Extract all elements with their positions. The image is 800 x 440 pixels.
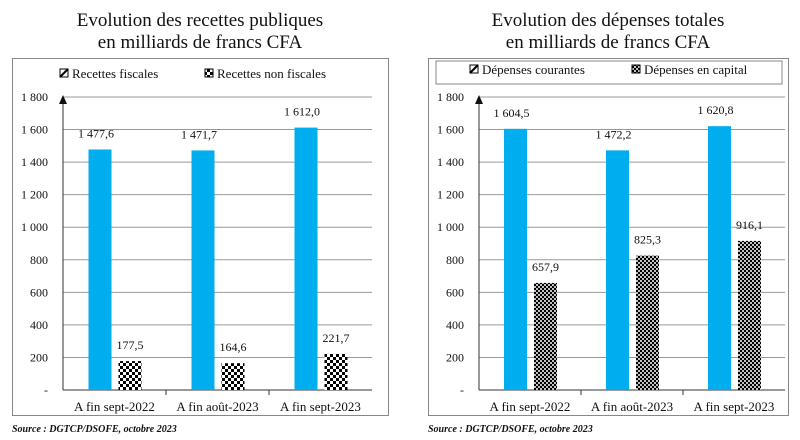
left-ytick-label: 800 [30, 253, 48, 267]
right-data-label: 1 472,2 [596, 127, 632, 141]
left-bar-secondary [221, 363, 245, 390]
right-category-label: A fin août-2023 [591, 399, 673, 414]
left-chart-frame [12, 58, 389, 416]
right-bar-primary [504, 128, 527, 390]
right-ytick-label: 800 [446, 253, 464, 267]
left-bar-primary [191, 150, 215, 390]
left-data-label: 164,6 [220, 340, 247, 354]
left-data-label: 1 612,0 [284, 105, 320, 119]
right-bar-primary [708, 126, 731, 391]
right-category-label: A fin sept-2022 [490, 399, 571, 414]
right-ytick-label: 1 000 [437, 220, 464, 234]
left-data-label: 221,7 [323, 331, 350, 345]
right-bar-secondary [534, 282, 557, 390]
left-bar-primary [294, 127, 318, 390]
left-ytick-label: 1 000 [21, 220, 48, 234]
right-legend-label: Dépenses courantes [482, 62, 585, 77]
left-category-label: A fin sept-2023 [280, 399, 361, 414]
right-legend-box [435, 60, 783, 85]
left-ytick-label: 1 800 [21, 90, 48, 104]
right-ytick-label: 400 [446, 318, 464, 332]
left-ytick-label: 400 [30, 318, 48, 332]
left-title-line2: en milliards de francs CFA [97, 32, 303, 53]
right-source: Source : DGTCP/DSOFE, octobre 2023 [428, 424, 593, 435]
right-data-label: 1 620,8 [698, 103, 734, 117]
left-bar-secondary [118, 361, 142, 390]
right-ytick-label: 1 200 [437, 188, 464, 202]
left-legend-swatch [204, 68, 214, 78]
left-bar-secondary [324, 353, 348, 390]
right-ytick-label: 1 800 [437, 90, 464, 104]
left-bar-primary [88, 149, 112, 390]
right-ytick-label: 1 400 [437, 155, 464, 169]
right-legend-label: Dépenses en capital [644, 62, 748, 77]
right-title-line2: en milliards de francs CFA [505, 32, 711, 53]
right-data-label: 916,1 [736, 218, 763, 232]
left-legend-hatch [59, 68, 69, 78]
right-title-line1: Evolution des dépenses totales [491, 10, 725, 31]
left-legend-label: Recettes fiscales [72, 66, 158, 81]
left-axis-arrow-icon [59, 95, 67, 104]
left-ytick-label: 1 600 [21, 123, 48, 137]
right-ytick-label: 1 600 [437, 123, 464, 137]
right-chart-title: Evolution des dépenses totales en millia… [428, 10, 788, 54]
right-axis-arrow-icon [475, 95, 483, 104]
right-ytick-label: - [460, 383, 464, 397]
left-ytick-label: 600 [30, 285, 48, 299]
right-bar-secondary [738, 240, 761, 390]
left-ytick-label: 1 400 [21, 155, 48, 169]
left-legend-label: Recettes non fiscales [217, 66, 326, 81]
left-source: Source : DGTCP/DSOFE, octobre 2023 [12, 424, 177, 435]
left-data-label: 1 477,6 [78, 126, 114, 140]
left-category-label: A fin août-2023 [176, 399, 258, 414]
right-chart-frame [428, 58, 789, 416]
right-data-label: 657,9 [532, 260, 559, 274]
left-data-label: 177,5 [117, 338, 144, 352]
left-data-label: 1 471,7 [181, 127, 217, 141]
right-legend-hatch [469, 64, 479, 74]
right-category-label: A fin sept-2023 [694, 399, 775, 414]
left-ytick-label: 1 200 [21, 188, 48, 202]
right-bar-secondary [636, 255, 659, 390]
right-bar-primary [606, 150, 629, 390]
right-data-label: 1 604,5 [494, 106, 530, 120]
right-ytick-label: 600 [446, 285, 464, 299]
right-legend-swatch [631, 64, 641, 74]
right-data-label: 825,3 [634, 233, 661, 247]
right-ytick-label: 200 [446, 350, 464, 364]
left-ytick-label: - [44, 383, 48, 397]
left-category-label: A fin sept-2022 [74, 399, 155, 414]
left-chart-title: Evolution des recettes publiques en mill… [12, 10, 388, 54]
left-title-line1: Evolution des recettes publiques [76, 10, 324, 31]
left-ytick-label: 200 [30, 350, 48, 364]
